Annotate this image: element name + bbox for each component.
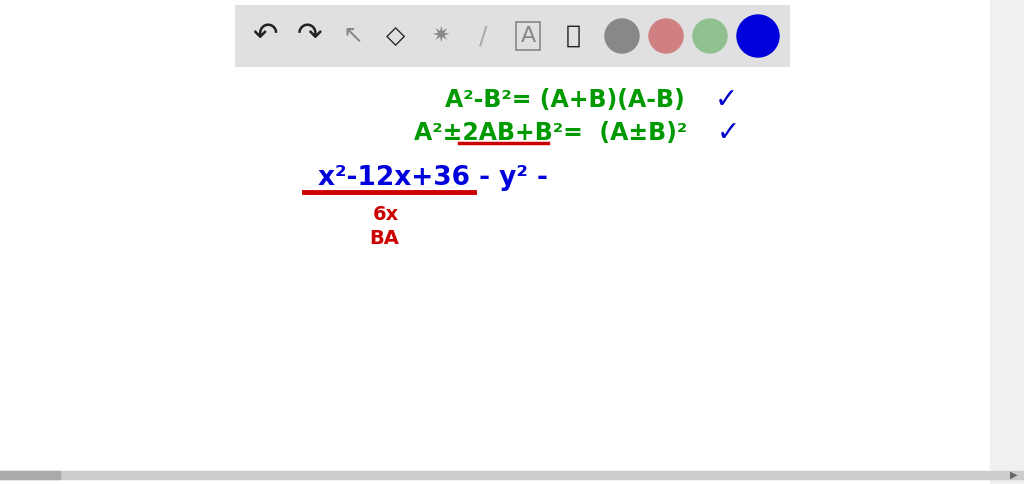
Text: ▶: ▶ — [1011, 470, 1018, 480]
Bar — [0, 471, 1024, 479]
Circle shape — [605, 19, 639, 53]
Text: ⛻: ⛻ — [565, 24, 581, 48]
Text: A²±2AB+B²=  (A±B)²: A²±2AB+B²= (A±B)² — [415, 121, 688, 145]
Text: /: / — [479, 24, 487, 48]
Bar — [990, 0, 1024, 484]
Text: A: A — [520, 26, 536, 46]
Text: A²-B²= (A+B)(A-B): A²-B²= (A+B)(A-B) — [445, 88, 685, 112]
Text: x²-12x+36 - y² -: x²-12x+36 - y² - — [318, 165, 548, 191]
Text: ↶: ↶ — [252, 21, 278, 50]
Bar — [0, 471, 60, 479]
Circle shape — [737, 15, 779, 57]
Text: 6x: 6x — [373, 206, 399, 225]
Text: ◇: ◇ — [386, 24, 406, 48]
Circle shape — [649, 19, 683, 53]
Bar — [234, 5, 790, 67]
Circle shape — [693, 19, 727, 53]
Text: BA: BA — [369, 228, 399, 247]
Text: ✓: ✓ — [715, 86, 737, 114]
Text: ↖: ↖ — [342, 24, 364, 48]
Text: ✷: ✷ — [431, 26, 450, 46]
Text: ↷: ↷ — [297, 21, 323, 50]
Text: ✓: ✓ — [717, 119, 739, 147]
